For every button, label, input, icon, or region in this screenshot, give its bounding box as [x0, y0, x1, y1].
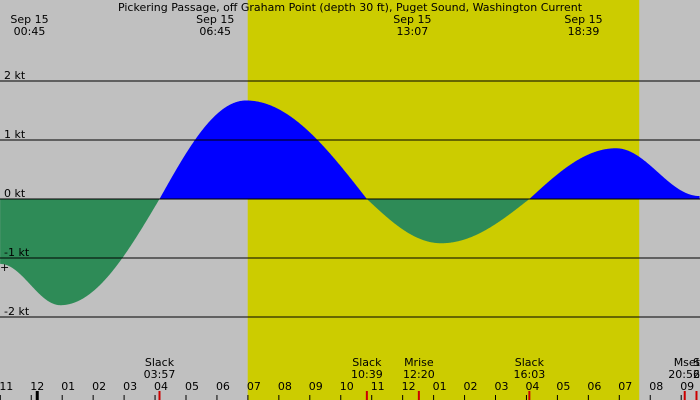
hour-tick-label: 07 — [247, 380, 261, 393]
hour-tick-label: 02 — [92, 380, 106, 393]
bottom-event-label: Slack — [352, 356, 382, 369]
hour-tick-label: 06 — [587, 380, 601, 393]
y-tick-label: 2 kt — [4, 69, 26, 82]
bottom-event-time: 12:20 — [403, 368, 435, 381]
top-event-date: Sep 15 — [10, 13, 48, 26]
top-event-date: Sep 15 — [393, 13, 431, 26]
hour-tick-label: 11 — [0, 380, 13, 393]
top-event-date: Sep 15 — [196, 13, 234, 26]
hour-tick-label: 12 — [402, 380, 416, 393]
top-event-time: 13:07 — [397, 25, 429, 38]
hour-tick-label: 07 — [618, 380, 632, 393]
current-areas — [0, 100, 700, 306]
hour-tick-label: 06 — [216, 380, 230, 393]
event-marker — [683, 391, 686, 400]
hour-tick-label: 08 — [278, 380, 292, 393]
y-axis-labels: 2 kt 1 kt 0 kt -1 kt -2 kt — [4, 69, 30, 318]
y-tick-label: 0 kt — [4, 187, 26, 200]
hour-tick-label: 05 — [556, 380, 570, 393]
gridlines — [0, 80, 700, 318]
bottom-event-label: Mset — [674, 356, 700, 369]
event-marker — [365, 391, 368, 400]
bottom-event-label: S — [693, 356, 700, 369]
hour-tick-label: 01 — [61, 380, 75, 393]
top-event-time: 06:45 — [199, 25, 231, 38]
event-marker — [417, 391, 420, 400]
hour-tick-label: 08 — [649, 380, 663, 393]
hour-tick-label: 01 — [433, 380, 447, 393]
midnight-marker — [35, 391, 39, 400]
y-tick-label: -2 kt — [4, 305, 30, 318]
top-event-date: Sep 15 — [564, 13, 602, 26]
bottom-event-time: 20:56 — [668, 368, 700, 381]
flood-area — [529, 148, 700, 199]
hour-tick-label: 09 — [309, 380, 323, 393]
event-marker — [695, 391, 698, 400]
hour-tick-label: 09 — [680, 380, 694, 393]
bottom-event-label: Slack — [145, 356, 175, 369]
chart-title: Pickering Passage, off Graham Point (dep… — [118, 1, 583, 14]
y-tick-label: -1 kt — [4, 246, 30, 259]
hour-axis: 11 12 01 02 03 04 05 06 07 08 09 10 11 12 01 02 03 04 05 06… — [0, 380, 694, 400]
top-event-time: 00:45 — [14, 25, 46, 38]
bottom-event-time: 03:57 — [144, 368, 176, 381]
event-marker — [528, 391, 531, 400]
bottom-events: Slack03:57Slack10:39Mrise12:20Slack16:03… — [144, 356, 700, 400]
hour-tick-label: 02 — [464, 380, 478, 393]
hour-tick-label: 04 — [154, 380, 168, 393]
bottom-event-label: Slack — [515, 356, 545, 369]
hour-tick-label: 03 — [123, 380, 137, 393]
hour-tick-label: 05 — [185, 380, 199, 393]
hour-tick-label: 10 — [340, 380, 354, 393]
hour-tick-label: 04 — [525, 380, 539, 393]
y-tick-label: 1 kt — [4, 128, 26, 141]
hour-tick-label: 03 — [495, 380, 509, 393]
left-marker: + — [0, 261, 9, 274]
hour-tick-label: 11 — [371, 380, 385, 393]
bottom-event-time: 2 — [693, 368, 700, 381]
event-marker — [158, 391, 161, 400]
top-event-time: 18:39 — [568, 25, 600, 38]
ebb-area — [367, 199, 530, 244]
flood-area — [159, 100, 368, 199]
bottom-event-label: Mrise — [404, 356, 434, 369]
hour-tick-label: 12 — [30, 380, 44, 393]
ebb-area — [0, 199, 160, 306]
bottom-event-time: 16:03 — [514, 368, 546, 381]
bottom-event-time: 10:39 — [351, 368, 383, 381]
